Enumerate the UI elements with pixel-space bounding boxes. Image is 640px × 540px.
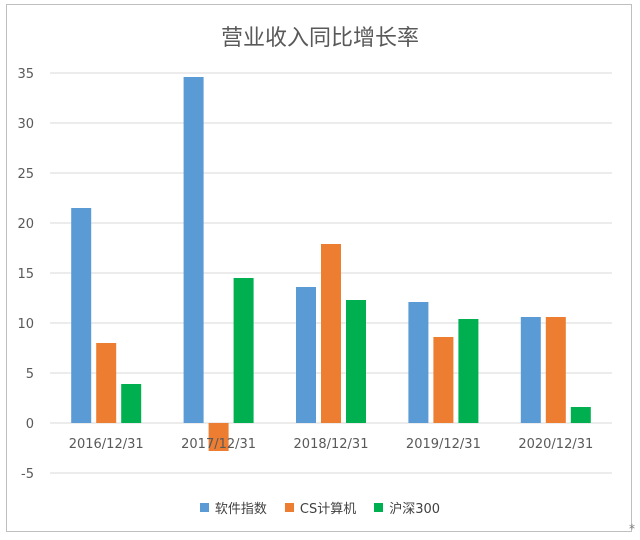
- chart-title: 营业收入同比增长率: [220, 26, 419, 51]
- x-tick-label-3: 2019/12/31: [406, 437, 481, 452]
- y-tick-label-1: 0: [26, 417, 34, 432]
- y-tick-label-2: 5: [26, 367, 34, 382]
- bar-s1-c4: [545, 317, 566, 423]
- bar-s2-c0: [121, 384, 142, 423]
- legend-swatch-series-1: [284, 503, 294, 512]
- legend-item-series-0: 软件指数: [199, 498, 267, 517]
- legend-swatch-series-2: [374, 503, 384, 512]
- y-tick-label-7: 30: [17, 117, 34, 132]
- bar-s1-c0: [96, 343, 117, 423]
- bar-s2-c4: [570, 407, 591, 423]
- bar-s2-c1: [233, 278, 254, 423]
- y-tick-label-4: 15: [17, 267, 34, 282]
- bar-s0-c3: [408, 302, 429, 423]
- resize-handle-icon: ⁎: [629, 518, 635, 532]
- legend-label-series-2: 沪深300: [389, 502, 441, 517]
- x-tick-label-2: 2018/12/31: [294, 437, 369, 452]
- y-tick-label-6: 25: [17, 167, 34, 182]
- y-tick-label-0: -5: [21, 467, 34, 482]
- bar-s0-c0: [71, 208, 92, 423]
- y-tick-label-5: 20: [17, 217, 34, 232]
- legend-label-series-1: CS计算机: [299, 502, 357, 517]
- bar-s0-c2: [296, 287, 316, 423]
- legend-item-series-2: 沪深300: [374, 498, 440, 517]
- legend-item-series-1: CS计算机: [284, 498, 357, 517]
- y-tick-label-8: 35: [17, 67, 34, 82]
- bar-s1-c1: [208, 423, 229, 451]
- bar-s2-c3: [458, 319, 479, 423]
- bar-s0-c1: [183, 77, 204, 423]
- chart-legend: 软件指数 CS计算机 沪深300: [0, 498, 640, 517]
- legend-label-series-0: 软件指数: [214, 502, 267, 517]
- bar-s0-c4: [520, 317, 541, 423]
- chart-frame: [6, 4, 632, 532]
- bar-s1-c2: [321, 244, 341, 423]
- x-tick-label-1: 2017/12/31: [181, 437, 256, 452]
- x-tick-label-4: 2020/12/31: [518, 437, 593, 452]
- legend-swatch-series-0: [199, 503, 209, 512]
- bar-s2-c2: [346, 300, 366, 423]
- x-tick-label-0: 2016/12/31: [69, 437, 144, 452]
- y-tick-label-3: 10: [17, 317, 34, 332]
- bar-s1-c3: [433, 337, 454, 423]
